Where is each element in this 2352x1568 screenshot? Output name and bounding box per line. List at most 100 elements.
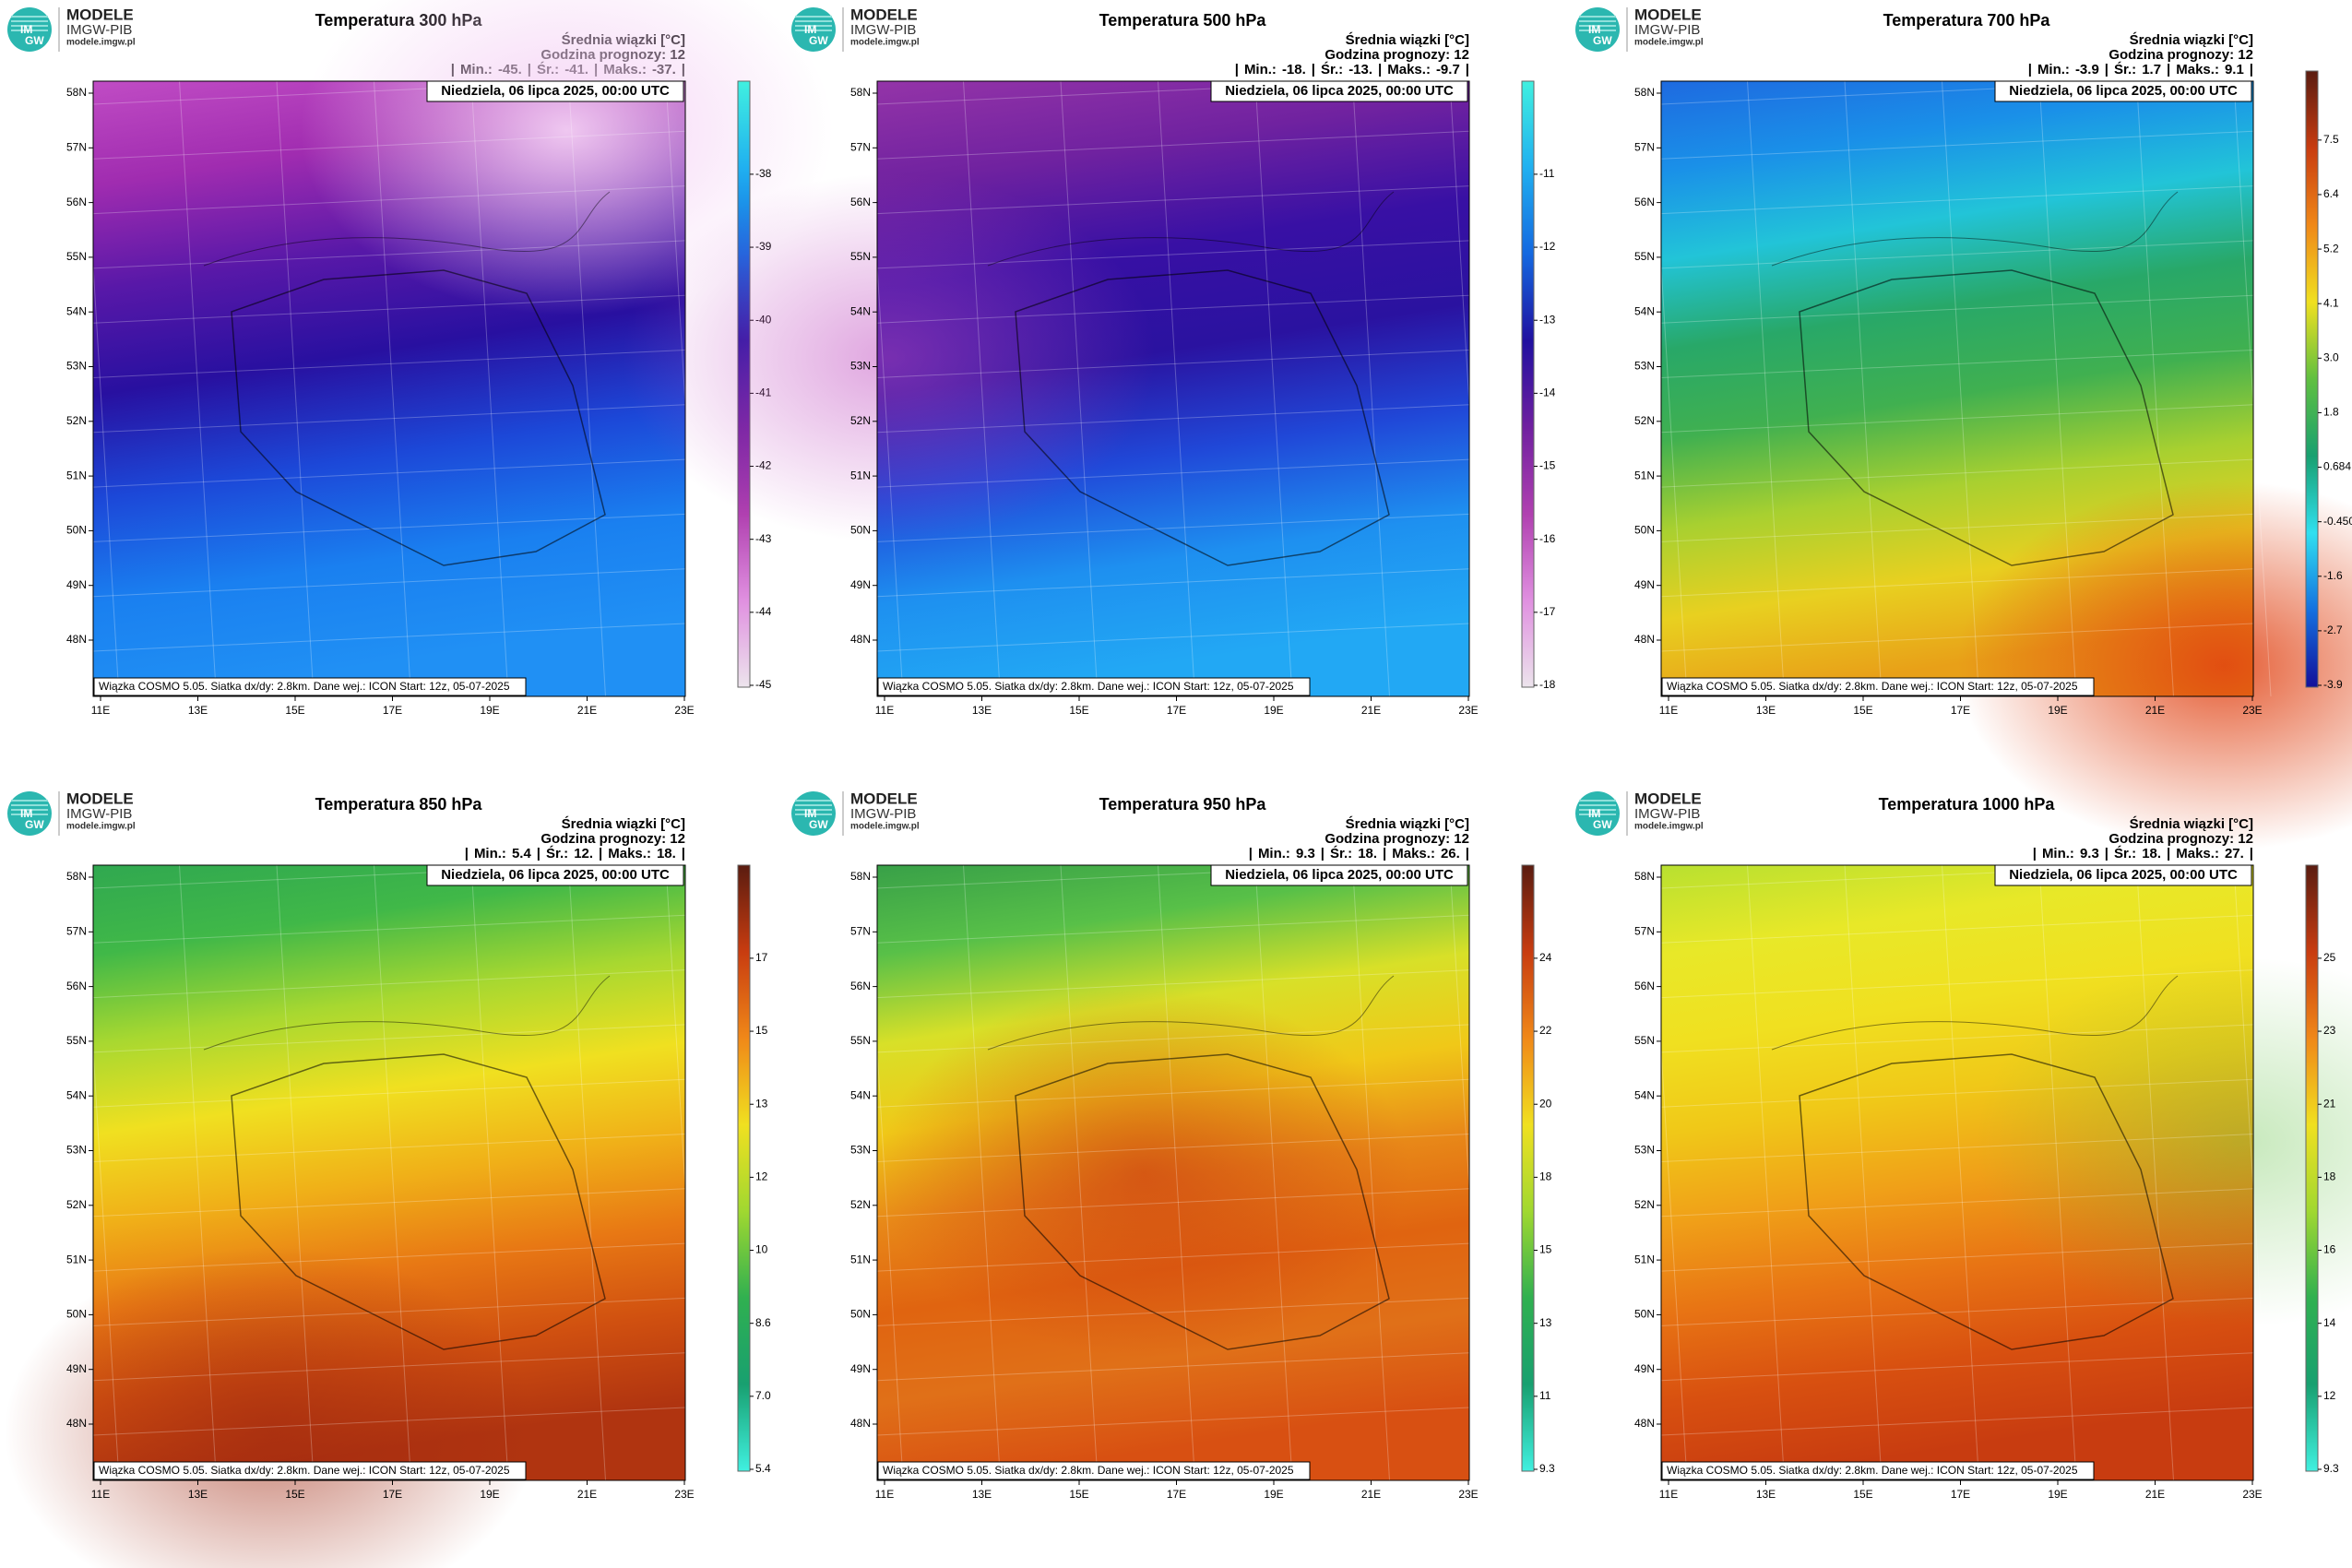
forecast-date: Niedziela, 06 lipca 2025, 00:00 UTC	[441, 867, 670, 883]
lat-label: 58N	[66, 870, 87, 883]
lat-label: 50N	[66, 524, 87, 537]
stat-text: 18.	[1358, 846, 1377, 861]
lon-label: 19E	[480, 1488, 499, 1501]
panel-title: Temperatura 700 hPa	[1883, 11, 2051, 30]
lon-label: 15E	[1069, 1488, 1088, 1501]
meridian	[1254, 864, 1293, 1481]
map-field-patch	[622, 173, 1156, 543]
lon-label: 11E	[91, 704, 110, 717]
lon-label: 13E	[1756, 1488, 1776, 1501]
panel: IMGWMODELEIMGW-PIBmodele.imgw.plTemperat…	[1575, 790, 2352, 1501]
parallel	[92, 1024, 686, 1053]
lat-label: 52N	[1634, 414, 1655, 427]
parallel	[1660, 623, 2254, 652]
meridian	[1158, 80, 1195, 697]
map-frame	[1660, 80, 2254, 697]
colorbar-label: 15	[1539, 1243, 1552, 1256]
map-frame	[1660, 864, 2254, 1481]
logo-org: IMGW-PIB	[1634, 22, 1700, 38]
parallel	[876, 294, 1470, 324]
lat-label: 53N	[1634, 360, 1655, 373]
parallel	[1660, 1188, 2254, 1218]
stat-text: 18.	[2142, 846, 2161, 861]
colorbar-label: 14	[2323, 1316, 2336, 1329]
meridian	[1060, 80, 1099, 697]
map-field-patch	[877, 988, 1410, 1358]
colorbar-label: -18	[1539, 678, 1556, 691]
parallel	[876, 513, 1470, 542]
forecast-date: Niedziela, 06 lipca 2025, 00:00 UTC	[1225, 867, 1454, 883]
stat-text: 12.	[574, 846, 593, 861]
legend-unit: Średnia wiązki [°C]	[2130, 815, 2253, 832]
colorbar-label: 23	[2323, 1024, 2336, 1037]
colorbar-label: 7.5	[2323, 133, 2339, 146]
parallel	[1660, 240, 2254, 269]
colorbar-label: 13	[1539, 1316, 1552, 1329]
lat-label: 51N	[850, 469, 871, 481]
meridian	[568, 864, 606, 1481]
stat-text: -13.	[1348, 62, 1372, 77]
colorbar-label: 9.3	[1539, 1462, 1555, 1475]
run-info: Wiązka COSMO 5.05. Siatka dx/dy: 2.8km. …	[99, 680, 510, 693]
lon-label: 21E	[577, 1488, 597, 1501]
colorbar-label: -15	[1539, 459, 1556, 472]
meridian	[1254, 80, 1293, 697]
colorbar-label: -43	[755, 532, 772, 545]
meridian	[2038, 80, 2077, 697]
lon-label: 13E	[972, 1488, 992, 1501]
lat-label: 49N	[1634, 578, 1655, 591]
logo-url: modele.imgw.pl	[1634, 822, 1704, 832]
lat-label: 50N	[1634, 1308, 1655, 1321]
meridian	[1158, 864, 1195, 1481]
meridian	[1352, 864, 1390, 1481]
parallel	[876, 623, 1470, 652]
lat-label: 55N	[1634, 1034, 1655, 1047]
colorbar-label: 17	[755, 951, 768, 964]
country-border	[1015, 1053, 1390, 1350]
meridian	[374, 864, 411, 1481]
stat-text: -3.9	[2075, 62, 2099, 77]
meridian	[1747, 864, 1785, 1481]
lat-label: 58N	[1634, 870, 1655, 883]
meridian	[568, 80, 606, 697]
colorbar-label: 6.4	[2323, 187, 2339, 200]
parallel	[1660, 1078, 2254, 1108]
lat-label: 50N	[850, 1308, 871, 1321]
lat-label: 56N	[1634, 196, 1655, 208]
panel: IMGWMODELEIMGW-PIBmodele.imgw.plTemperat…	[622, 6, 1556, 717]
lon-label: 17E	[383, 704, 402, 717]
meridian	[179, 80, 217, 697]
lat-label: 49N	[66, 1362, 87, 1375]
stat-text: |	[2250, 846, 2253, 861]
parallel	[1660, 404, 2254, 434]
lat-label: 55N	[66, 250, 87, 263]
colorbar-label: 12	[755, 1170, 768, 1183]
parallel	[92, 1078, 686, 1108]
stat-text: -9.7	[1436, 62, 1460, 77]
footer-box	[877, 677, 1311, 696]
colorbar-label: 25	[2323, 951, 2336, 964]
stat-text: |	[2033, 846, 2037, 861]
lon-label: 11E	[91, 1488, 110, 1501]
coastline	[1771, 191, 2179, 267]
colorbar-label: -38	[755, 167, 772, 180]
lat-label: 48N	[66, 633, 87, 646]
stat-text: |	[2105, 846, 2108, 861]
parallel	[876, 1352, 1470, 1382]
stats: | Min.: 5.4 | Śr.: 12. | Maks.: 18. |	[465, 845, 685, 861]
forecast-date: Niedziela, 06 lipca 2025, 00:00 UTC	[441, 83, 670, 99]
forecast-hour: Godzina prognozy: 12	[1324, 47, 1469, 63]
logo-org: IMGW-PIB	[66, 806, 132, 822]
lon-label: 21E	[577, 704, 597, 717]
lon-label: 17E	[1167, 704, 1186, 717]
stat-text: Śr.:	[1321, 61, 1343, 77]
colorbar-label: 15	[755, 1024, 768, 1037]
meridian	[179, 864, 217, 1481]
parallel	[1660, 350, 2254, 378]
forecast-date: Niedziela, 06 lipca 2025, 00:00 UTC	[1225, 83, 1454, 99]
lon-label: 19E	[1264, 1488, 1283, 1501]
colorbar-label: -16	[1539, 532, 1556, 545]
